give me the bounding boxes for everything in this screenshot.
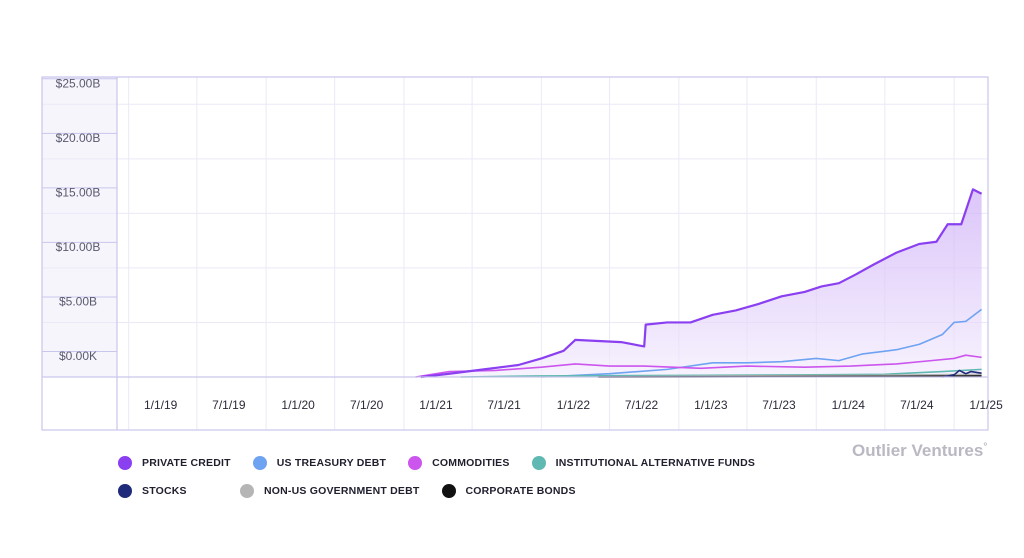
x-tick-label: 1/1/25 bbox=[969, 398, 1003, 412]
series-line-commodities bbox=[415, 354, 982, 378]
y-tick-label: $10.00B bbox=[56, 240, 101, 254]
chart-frame bbox=[41, 76, 989, 431]
y-axis-panel bbox=[42, 77, 117, 377]
x-tick-label: 7/1/22 bbox=[625, 398, 659, 412]
brand-text: Outlier Ventures bbox=[852, 441, 984, 460]
legend-label: COMMODITIES bbox=[432, 457, 510, 469]
x-tick-label: 7/1/23 bbox=[762, 398, 796, 412]
y-tick-label: $25.00B bbox=[56, 76, 101, 90]
brand-mark: ° bbox=[983, 441, 988, 453]
x-tick-label: 1/1/20 bbox=[281, 398, 315, 412]
legend-dot-icon bbox=[441, 484, 456, 498]
x-tick-label: 7/1/20 bbox=[350, 398, 384, 412]
chart: $0.00K $5.00B $10.00B $15.00B $20.00B $25.00B… bbox=[41, 76, 1003, 431]
legend-dot-icon bbox=[118, 456, 132, 470]
legend-item-non-us-government-debt[interactable]: NON-US GOVERNMENT DEBT bbox=[240, 484, 420, 498]
legend-item-stocks[interactable]: STOCKS bbox=[118, 484, 218, 498]
y-tick-label: $15.00B bbox=[56, 185, 101, 199]
legend-label: STOCKS bbox=[142, 485, 187, 497]
legend-label: INSTITUTIONAL ALTERNATIVE FUNDS bbox=[555, 457, 756, 469]
x-tick-label: 1/1/23 bbox=[694, 398, 728, 412]
legend: PRIVATE CREDIT US TREASURY DEBT COMMODIT… bbox=[118, 449, 758, 505]
legend-dot-icon bbox=[240, 484, 254, 498]
legend-row: STOCKS NON-US GOVERNMENT DEBT CORPORATE … bbox=[118, 477, 758, 505]
legend-item-us-treasury-debt[interactable]: US TREASURY DEBT bbox=[252, 456, 387, 470]
legend-dot-icon bbox=[118, 484, 132, 498]
y-tick-label: $0.00K bbox=[59, 349, 97, 363]
x-tick-label: 1/1/19 bbox=[144, 398, 178, 412]
x-tick-label: 1/1/24 bbox=[832, 398, 866, 412]
legend-item-private-credit[interactable]: PRIVATE CREDIT bbox=[118, 456, 231, 470]
legend-dot-icon bbox=[252, 456, 267, 470]
legend-item-commodities[interactable]: COMMODITIES bbox=[408, 456, 509, 470]
x-tick-label: 7/1/24 bbox=[900, 398, 934, 412]
brand-logo: Outlier Ventures° bbox=[852, 441, 987, 461]
y-tick-label: $5.00B bbox=[59, 294, 97, 308]
legend-dot-icon bbox=[531, 456, 546, 470]
x-tick-label: 1/1/22 bbox=[557, 398, 591, 412]
series-line-stocks bbox=[942, 369, 982, 378]
legend-item-corporate-bonds[interactable]: CORPORATE BONDS bbox=[441, 484, 576, 498]
legend-label: PRIVATE CREDIT bbox=[142, 457, 231, 469]
y-tick-label: $20.00B bbox=[56, 131, 101, 145]
legend-row: PRIVATE CREDIT US TREASURY DEBT COMMODIT… bbox=[118, 449, 758, 477]
legend-item-institutional-alternative-funds[interactable]: INSTITUTIONAL ALTERNATIVE FUNDS bbox=[531, 456, 756, 470]
area-private-credit bbox=[420, 189, 982, 377]
legend-dot-icon bbox=[408, 456, 423, 470]
legend-label: NON-US GOVERNMENT DEBT bbox=[264, 485, 420, 497]
legend-label: CORPORATE BONDS bbox=[465, 485, 576, 497]
x-tick-label: 7/1/19 bbox=[212, 398, 246, 412]
x-tick-label: 1/1/21 bbox=[419, 398, 453, 412]
legend-label: US TREASURY DEBT bbox=[276, 457, 387, 469]
x-tick-label: 7/1/21 bbox=[487, 398, 521, 412]
